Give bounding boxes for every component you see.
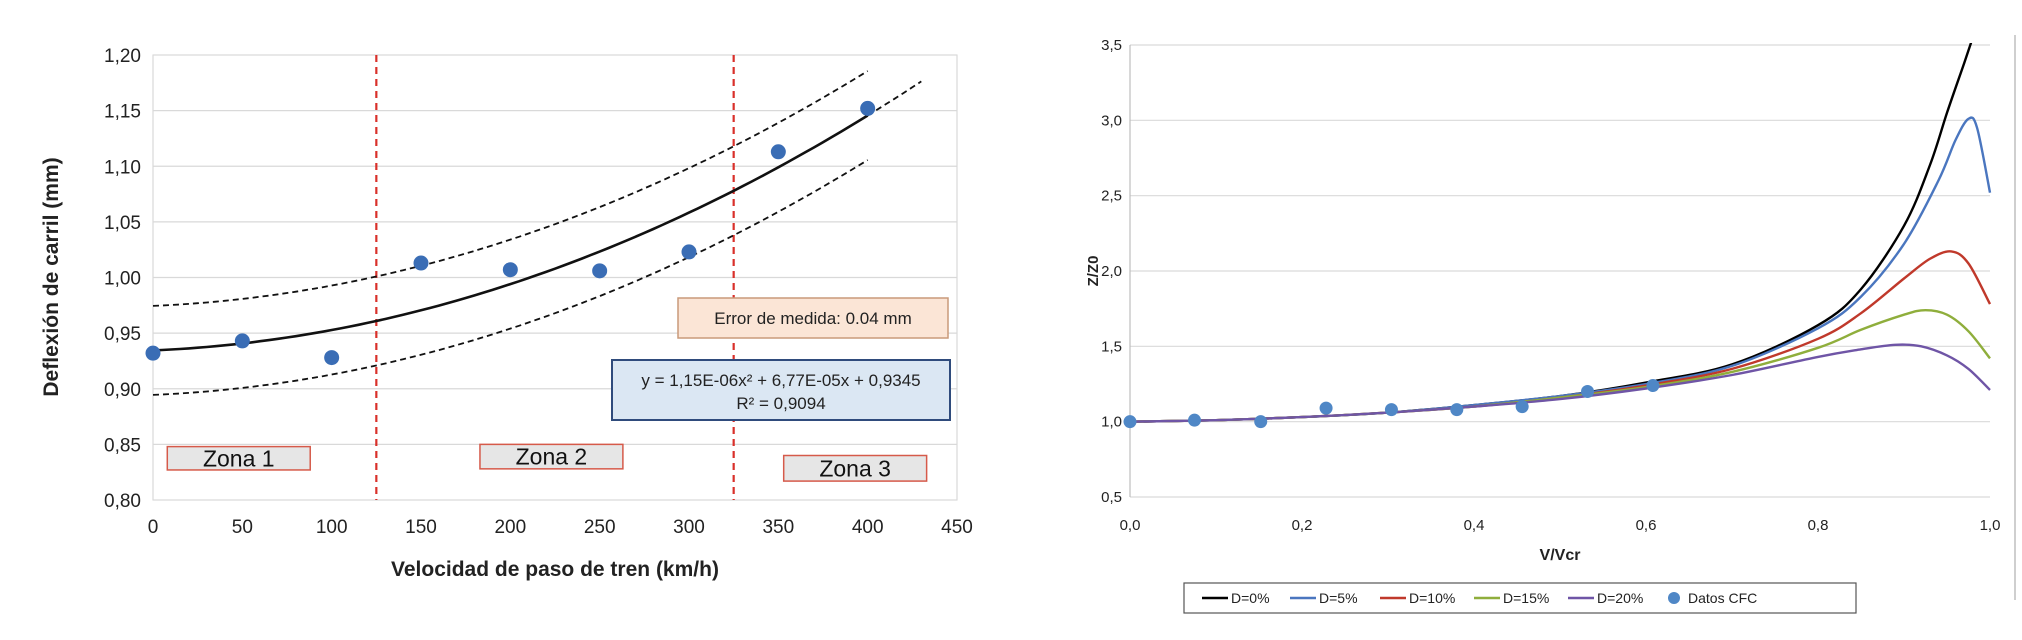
left-x-tick: 200 [494,517,526,538]
cfc-data-point [1188,413,1201,427]
left-y-tick: 1,15 [104,102,141,123]
left-y-axis-title: Deflexión de carril (mm) [40,157,63,396]
zone-box: Zona 1 [166,445,311,471]
right-y-tick: 0,5 [1101,489,1122,506]
legend-item: D=15% [1474,590,1549,606]
zone-boundary-lines [375,55,735,500]
amplification-chart: 0,5 1,0 1,5 2,0 2,5 3,0 3,5 0,0 0,2 0,4 0,6 0,8 1,0… [1085,35,2016,614]
cfc-data-point [1515,400,1529,414]
left-y-tick: 1,10 [104,157,141,178]
legend-item: D=0% [1202,590,1270,606]
right-x-tick: 0,2 [1292,517,1313,534]
right-y-tick: 1,0 [1101,414,1122,431]
right-x-tick: 0,0 [1120,517,1141,534]
left-y-tick: 0,80 [104,491,141,512]
fit-extrapolation [867,80,922,117]
left-x-tick: 100 [316,517,348,538]
right-x-tick: 1,0 [1980,517,2001,534]
right-y-tick: 3,0 [1101,112,1122,129]
equation-annotation: y = 1,15E-06x² + 6,77E-05x + 0,9345 R² =… [611,359,951,421]
zone-box: Zona 3 [782,454,928,482]
zone-label: Zona 2 [516,444,588,470]
cfc-data-point [1384,403,1398,417]
left-x-tick: 150 [405,517,437,538]
measurement-point [324,350,340,366]
fit-curve [152,114,869,352]
zone-label: Zona 1 [203,445,275,471]
legend-label: D=0% [1231,590,1270,606]
measurement-point [860,100,876,116]
left-x-tick: 0 [148,517,159,538]
right-x-tick: 0,8 [1808,517,1829,534]
cfc-data-point [1581,385,1595,399]
right-x-tick-labels: 0,0 0,2 0,4 0,6 0,8 1,0 [1120,517,2001,534]
legend-label: D=10% [1409,590,1455,606]
zone-box: Zona 2 [479,444,624,470]
right-gridlines [1129,44,1990,498]
legend-label: D=15% [1503,590,1549,606]
left-y-tick-labels: 0,80 0,85 0,90 0,95 1,00 1,05 1,10 1,15 1,20 [104,46,141,512]
right-y-tick: 1,5 [1101,338,1122,355]
legend: D=0% D=5% D=10% D=15% D=20% Datos CFC [1183,582,1857,614]
cfc-data-point [1123,415,1137,429]
legend-item: D=20% [1568,590,1643,606]
left-x-tick: 250 [584,517,616,538]
lower-error-line [152,159,869,396]
legend-item: D=10% [1380,590,1455,606]
measurement-point [770,144,786,160]
measurement-point [145,345,161,361]
right-x-axis-title: V/Vcr [1540,547,1581,564]
left-x-tick: 450 [941,517,973,538]
r-squared-text: R² = 0,9094 [736,394,825,413]
right-x-tick: 0,4 [1464,517,1485,534]
zone-labels: Zona 1 Zona 2 Zona 3 [166,444,928,482]
measurement-point [681,244,697,260]
legend-item: D=5% [1290,590,1358,606]
cfc-data-point [1450,403,1464,417]
right-y-tick: 3,5 [1101,37,1122,54]
zone-label: Zona 3 [819,455,891,481]
right-y-axis-title: Z/Z0 [1085,256,1102,287]
left-gridlines [153,54,957,501]
cfc-data-point [1319,401,1333,415]
legend-label: D=5% [1319,590,1358,606]
legend-item: Datos CFC [1668,590,1757,606]
error-band-lines [152,70,922,396]
left-y-tick: 1,05 [104,213,141,234]
left-y-tick: 0,95 [104,324,141,345]
left-y-tick: 1,20 [104,46,141,67]
measurement-point [502,262,518,278]
cfc-data-point [1254,415,1268,429]
error-annotation: Error de medida: 0.04 mm [677,297,949,339]
left-x-tick: 400 [852,517,884,538]
left-x-axis-title: Velocidad de paso de tren (km/h) [391,558,719,581]
measurement-point [413,255,429,271]
cfc-data-point [1646,379,1660,393]
damping-curves [1130,43,1992,423]
right-y-tick: 2,5 [1101,188,1122,205]
upper-error-line [152,70,869,307]
legend-label: D=20% [1597,590,1643,606]
error-annotation-text: Error de medida: 0.04 mm [714,309,911,328]
right-y-tick: 2,0 [1101,263,1122,280]
measurement-points [145,100,876,366]
measurement-point [234,333,250,349]
measurement-point [592,263,608,279]
deflection-chart: 0,80 0,85 0,90 0,95 1,00 1,05 1,10 1,15 1,20 0 50… [40,46,973,581]
left-x-tick: 50 [232,517,253,538]
right-y-tick-labels: 0,5 1,0 1,5 2,0 2,5 3,0 3,5 [1101,37,1122,506]
left-x-tick: 350 [762,517,794,538]
left-x-tick: 300 [673,517,705,538]
equation-text: y = 1,15E-06x² + 6,77E-05x + 0,9345 [641,371,920,390]
left-y-tick: 0,85 [104,435,141,456]
legend-label: Datos CFC [1688,590,1757,606]
left-y-tick: 1,00 [104,269,141,290]
left-y-tick: 0,90 [104,380,141,401]
right-x-tick: 0,6 [1636,517,1657,534]
damping-curve [1130,343,1991,423]
left-x-tick-labels: 0 50 100 150 200 250 300 350 400 450 [148,517,973,538]
cfc-data-points [1123,379,1660,429]
